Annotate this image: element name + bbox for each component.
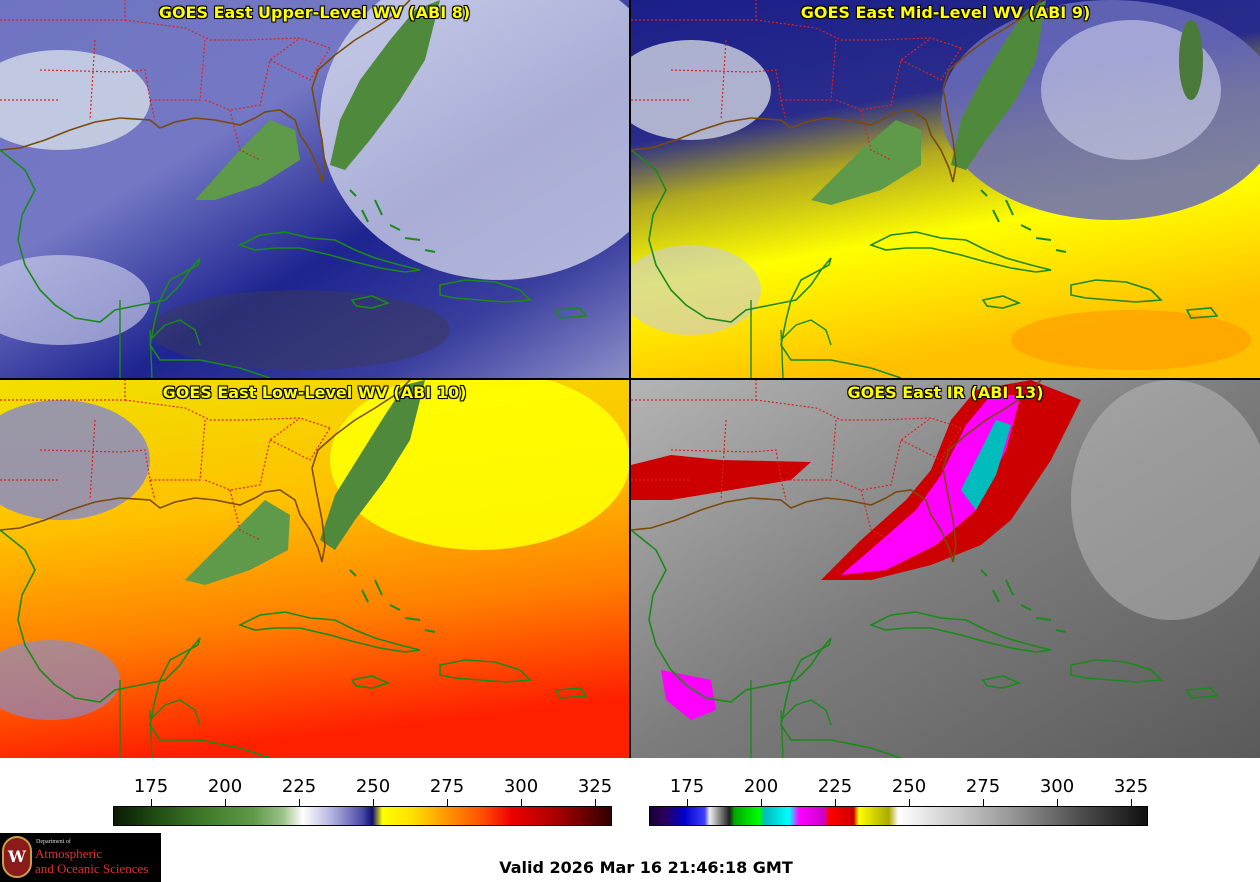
ir-colorbar-label: 275	[965, 776, 1001, 797]
wv-colorbar-tick	[151, 799, 152, 806]
ir-colorbar-tick	[761, 799, 762, 806]
wv-colorbar-tick	[447, 799, 448, 806]
ir-colorbar-tick	[1057, 799, 1058, 806]
panel-title: GOES East Upper-Level WV (ABI 8)	[158, 3, 471, 22]
ir-image	[631, 380, 1260, 758]
ir-colorbar-label: 300	[1039, 776, 1075, 797]
wv-colorbar-label: 325	[577, 776, 613, 797]
wv-colorbar-tick	[373, 799, 374, 806]
wv-colorbar-label: 250	[355, 776, 391, 797]
wv-upper-image	[0, 0, 629, 378]
wv-colorbar-tick	[521, 799, 522, 806]
ir-colorbar-label: 325	[1113, 776, 1149, 797]
panel-title: GOES East Low-Level WV (ABI 10)	[162, 383, 467, 402]
wv-colorbar-tick	[595, 799, 596, 806]
aos-logo: W Department of Atmospheric and Oceanic …	[0, 833, 161, 882]
ir-colorbar-label: 175	[669, 776, 705, 797]
ir-colorbar-tick	[1131, 799, 1132, 806]
panel-title: GOES East IR (ABI 13)	[847, 383, 1044, 402]
ir-colorbar-tick	[909, 799, 910, 806]
wv-low-image	[0, 380, 629, 758]
ir-colorbar-tick	[687, 799, 688, 806]
wv-colorbar-tick	[225, 799, 226, 806]
panel-ir: GOES East IR (ABI 13)	[631, 380, 1260, 758]
wv-colorbar-label: 275	[429, 776, 465, 797]
wv-colorbar-tick	[299, 799, 300, 806]
panel-mid-level-wv: GOES East Mid-Level WV (ABI 9)	[631, 0, 1260, 378]
ir-colorbar-label: 250	[891, 776, 927, 797]
wv-colorbar-label: 200	[207, 776, 243, 797]
ir-colorbar	[649, 806, 1148, 826]
wv-colorbar-label: 225	[281, 776, 317, 797]
ir-colorbar-label: 225	[817, 776, 853, 797]
wv-colorbar-label: 300	[503, 776, 539, 797]
panel-low-level-wv: GOES East Low-Level WV (ABI 10)	[0, 380, 629, 758]
panel-divider-horizontal	[0, 378, 1260, 380]
wv-colorbar	[113, 806, 612, 826]
panel-title: GOES East Mid-Level WV (ABI 9)	[800, 3, 1091, 22]
wv-colorbar-label: 175	[133, 776, 169, 797]
uw-seal-icon: W	[2, 836, 32, 878]
logo-line1: Atmospheric	[35, 846, 103, 861]
ir-colorbar-tick	[983, 799, 984, 806]
ir-colorbar-tick	[835, 799, 836, 806]
ir-colorbar-label: 200	[743, 776, 779, 797]
valid-time: Valid 2026 Mar 16 21:46:18 GMT	[499, 858, 793, 877]
wv-mid-image	[631, 0, 1260, 378]
panel-upper-level-wv: GOES East Upper-Level WV (ABI 8)	[0, 0, 629, 378]
logo-line2: and Oceanic Sciences	[35, 861, 149, 876]
logo-dept-text: Department of	[36, 839, 71, 845]
